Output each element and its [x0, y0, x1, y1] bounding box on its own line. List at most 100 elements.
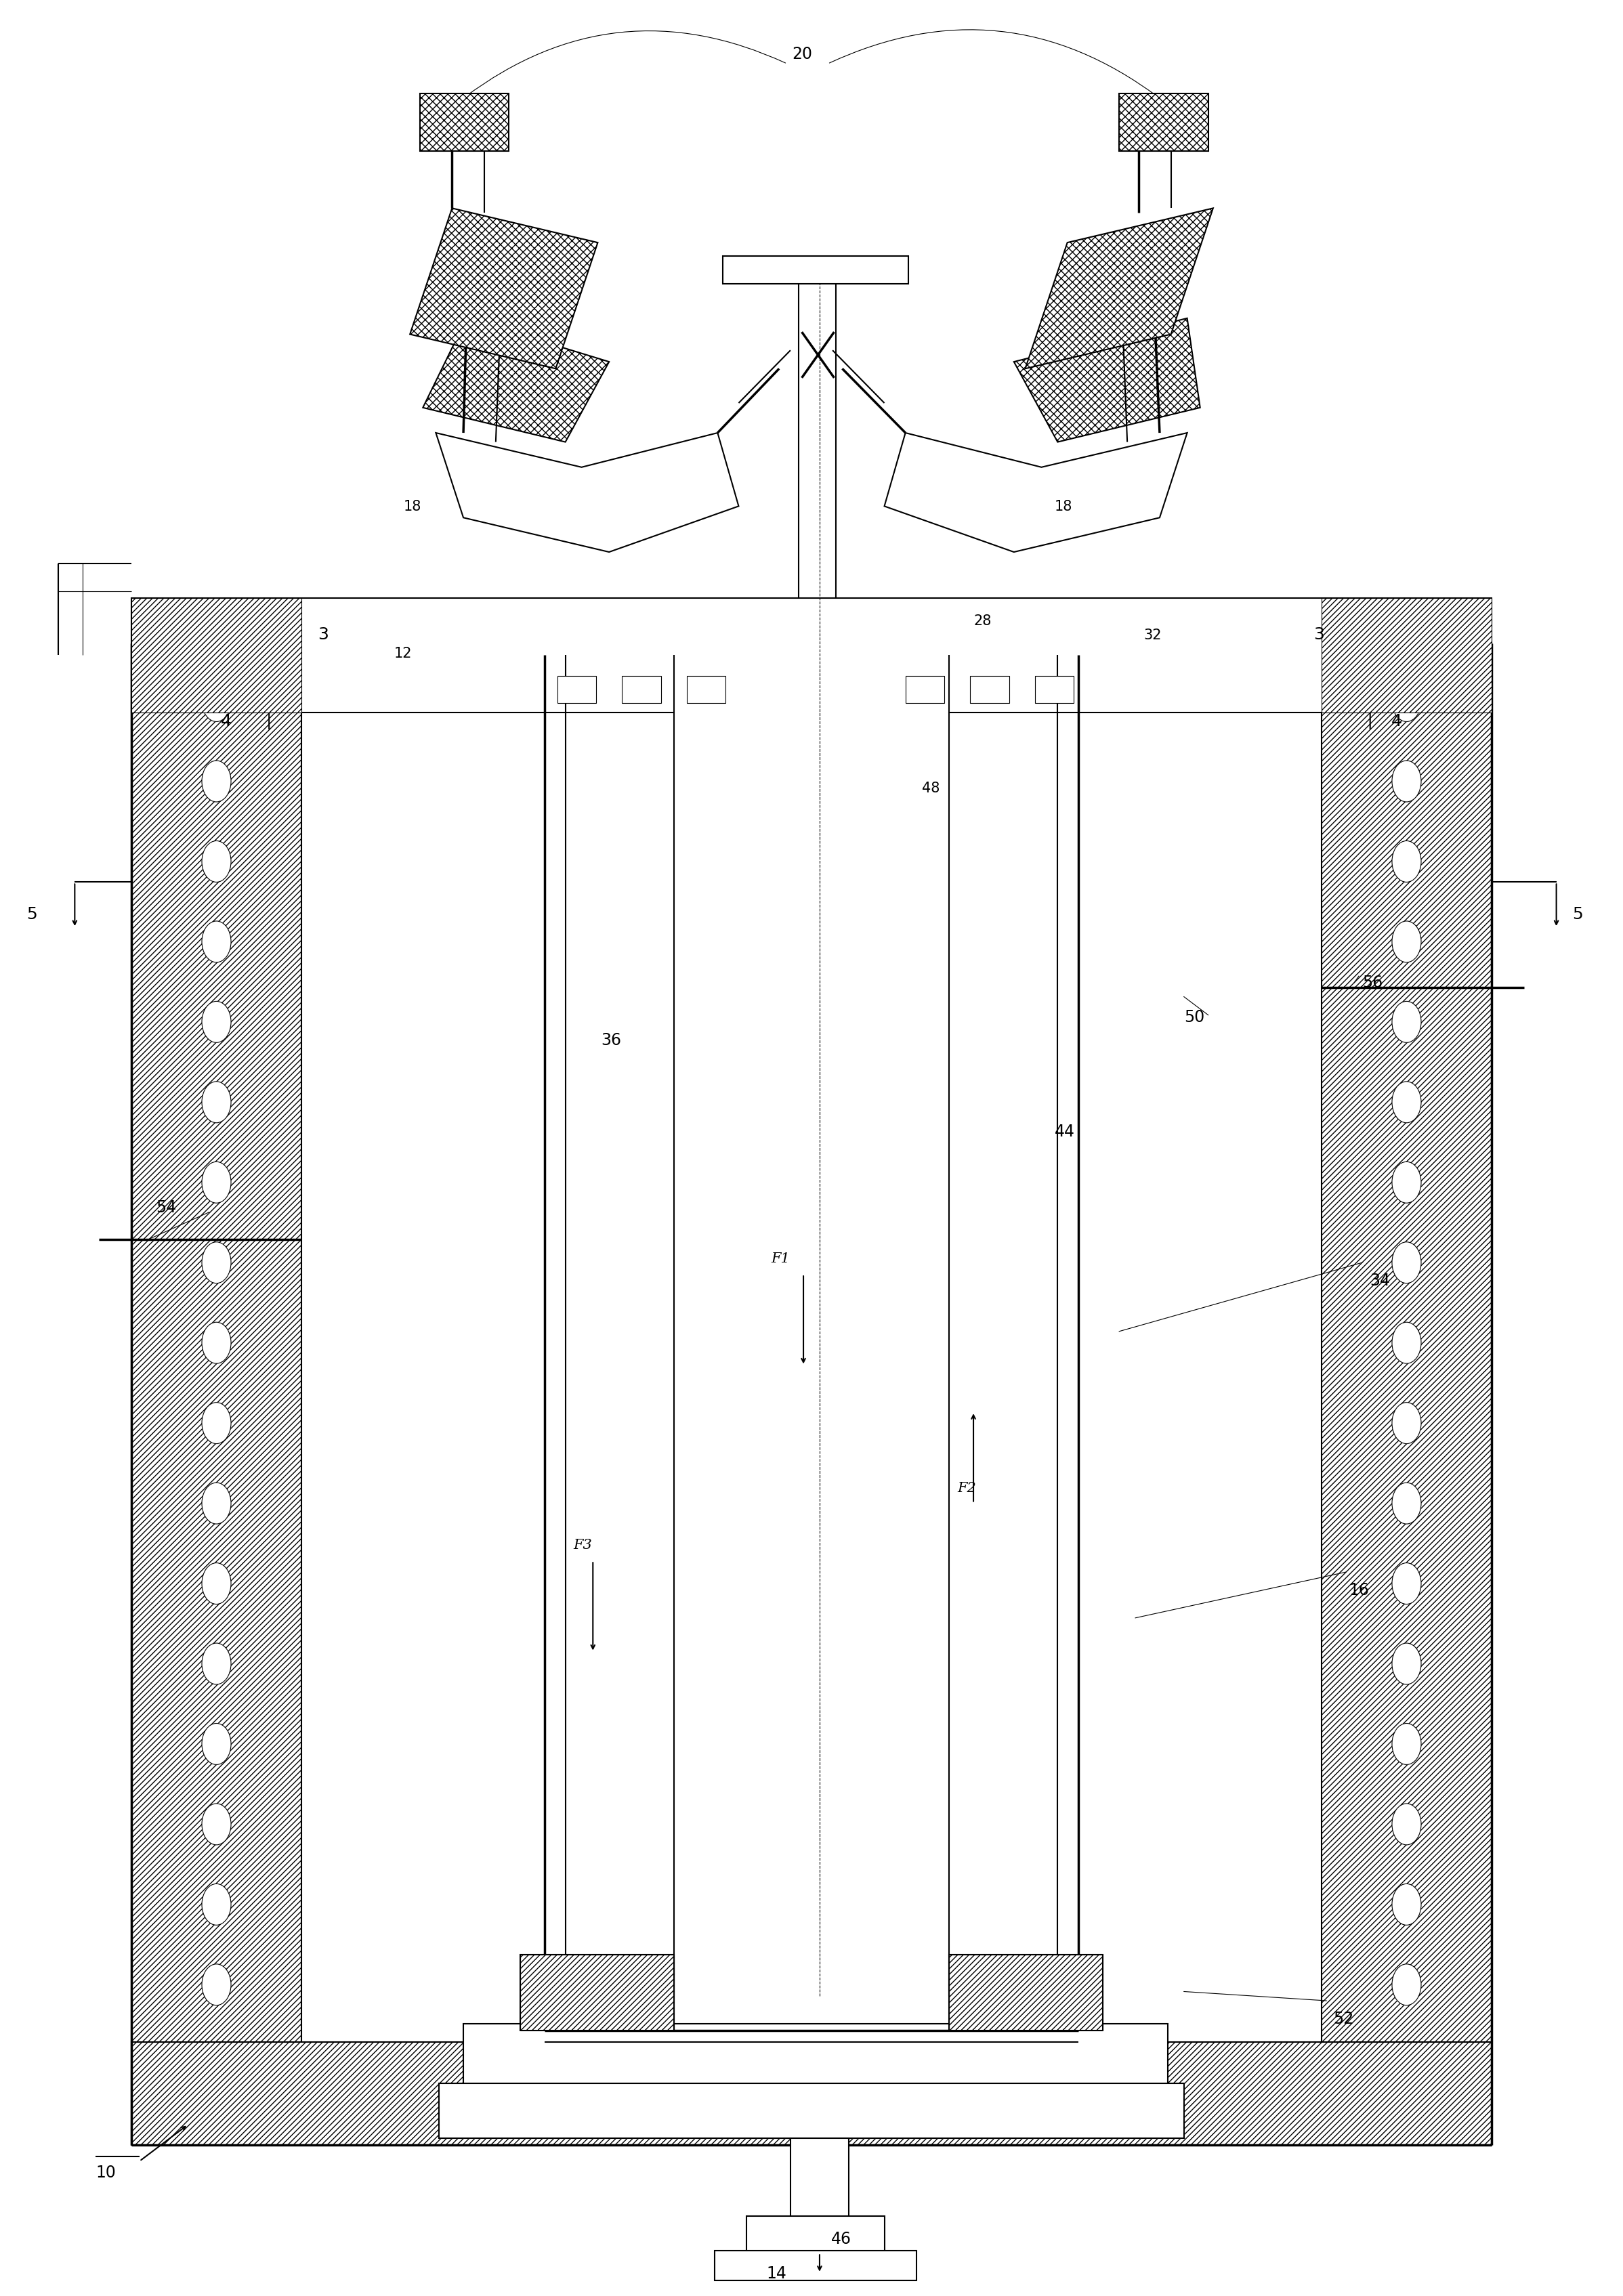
Text: 28: 28: [974, 615, 992, 629]
Circle shape: [1393, 1322, 1422, 1364]
Text: F1: F1: [771, 1251, 790, 1265]
Circle shape: [201, 1322, 230, 1364]
Bar: [1321, 597, 1492, 712]
Circle shape: [201, 1162, 230, 1203]
Text: 4: 4: [221, 714, 232, 730]
Bar: [420, 94, 508, 152]
Bar: [622, 675, 661, 703]
Circle shape: [201, 1242, 230, 1283]
Circle shape: [1393, 1564, 1422, 1605]
Circle shape: [1143, 604, 1165, 636]
Circle shape: [630, 1977, 652, 2009]
Circle shape: [1219, 604, 1242, 636]
Text: 48: 48: [922, 783, 940, 794]
Text: 18: 18: [1055, 501, 1073, 514]
Bar: [131, 597, 302, 712]
Circle shape: [1076, 1977, 1099, 2009]
Bar: [971, 675, 1010, 703]
Circle shape: [201, 1805, 230, 1846]
Bar: [722, 257, 909, 285]
Text: 34: 34: [1370, 1272, 1391, 1288]
Bar: [714, 2250, 917, 2280]
Circle shape: [962, 1977, 985, 2009]
Circle shape: [1393, 1883, 1422, 1924]
Circle shape: [1393, 1644, 1422, 1685]
Circle shape: [1393, 1403, 1422, 1444]
Text: 20: 20: [792, 46, 813, 62]
Text: 32: 32: [1144, 629, 1162, 643]
Circle shape: [610, 604, 633, 636]
Circle shape: [1393, 1963, 1422, 2004]
Text: 46: 46: [831, 2232, 850, 2248]
Circle shape: [990, 604, 1013, 636]
Circle shape: [675, 2094, 698, 2126]
Polygon shape: [1026, 209, 1212, 370]
Circle shape: [201, 1724, 230, 1766]
Polygon shape: [1014, 319, 1199, 443]
Circle shape: [1393, 1081, 1422, 1123]
Circle shape: [779, 2094, 802, 2126]
Bar: [302, 643, 1321, 2041]
Circle shape: [201, 1001, 230, 1042]
Text: F2: F2: [958, 1481, 975, 1495]
Polygon shape: [437, 434, 738, 551]
Circle shape: [201, 1483, 230, 1525]
Circle shape: [914, 604, 936, 636]
Circle shape: [933, 2094, 956, 2126]
Circle shape: [201, 1883, 230, 1924]
Circle shape: [1393, 840, 1422, 882]
Circle shape: [305, 604, 328, 636]
Circle shape: [1393, 1483, 1422, 1525]
Circle shape: [623, 2094, 646, 2126]
Circle shape: [1393, 1805, 1422, 1846]
Circle shape: [1371, 604, 1394, 636]
Circle shape: [763, 604, 786, 636]
Circle shape: [1393, 680, 1422, 721]
Bar: [1035, 675, 1074, 703]
Circle shape: [1141, 2094, 1162, 2126]
Circle shape: [1393, 1724, 1422, 1766]
Circle shape: [201, 1403, 230, 1444]
Bar: [131, 2041, 1492, 2144]
Circle shape: [381, 604, 404, 636]
Text: 5: 5: [1573, 907, 1582, 923]
Circle shape: [1393, 1242, 1422, 1283]
Bar: [420, 94, 508, 152]
Circle shape: [1393, 921, 1422, 962]
Bar: [949, 1954, 1104, 2030]
Bar: [131, 643, 302, 2144]
Bar: [1321, 643, 1492, 2144]
Text: 44: 44: [1055, 1123, 1074, 1139]
Circle shape: [1393, 1001, 1422, 1042]
Text: 12: 12: [394, 647, 412, 661]
Circle shape: [571, 2094, 594, 2126]
Circle shape: [524, 1977, 547, 2009]
Polygon shape: [424, 319, 609, 443]
Bar: [949, 1954, 1104, 2030]
Text: F3: F3: [573, 1538, 592, 1552]
Text: 56: 56: [1362, 976, 1383, 992]
Bar: [463, 2023, 1167, 2087]
Circle shape: [1295, 604, 1318, 636]
Circle shape: [201, 1963, 230, 2004]
Circle shape: [201, 1081, 230, 1123]
Circle shape: [1393, 1162, 1422, 1203]
Circle shape: [1448, 604, 1470, 636]
Circle shape: [201, 680, 230, 721]
Polygon shape: [411, 209, 597, 370]
Circle shape: [687, 604, 709, 636]
Circle shape: [201, 1644, 230, 1685]
Circle shape: [1037, 2094, 1060, 2126]
Circle shape: [201, 840, 230, 882]
Circle shape: [458, 604, 480, 636]
Circle shape: [1089, 2094, 1112, 2126]
Text: 14: 14: [766, 2266, 787, 2282]
Circle shape: [985, 2094, 1008, 2126]
Text: 5: 5: [26, 907, 37, 923]
Circle shape: [727, 2094, 750, 2126]
Circle shape: [201, 760, 230, 801]
Circle shape: [467, 2094, 490, 2126]
Circle shape: [229, 604, 252, 636]
Bar: [674, 654, 949, 1995]
Bar: [519, 1954, 674, 2030]
